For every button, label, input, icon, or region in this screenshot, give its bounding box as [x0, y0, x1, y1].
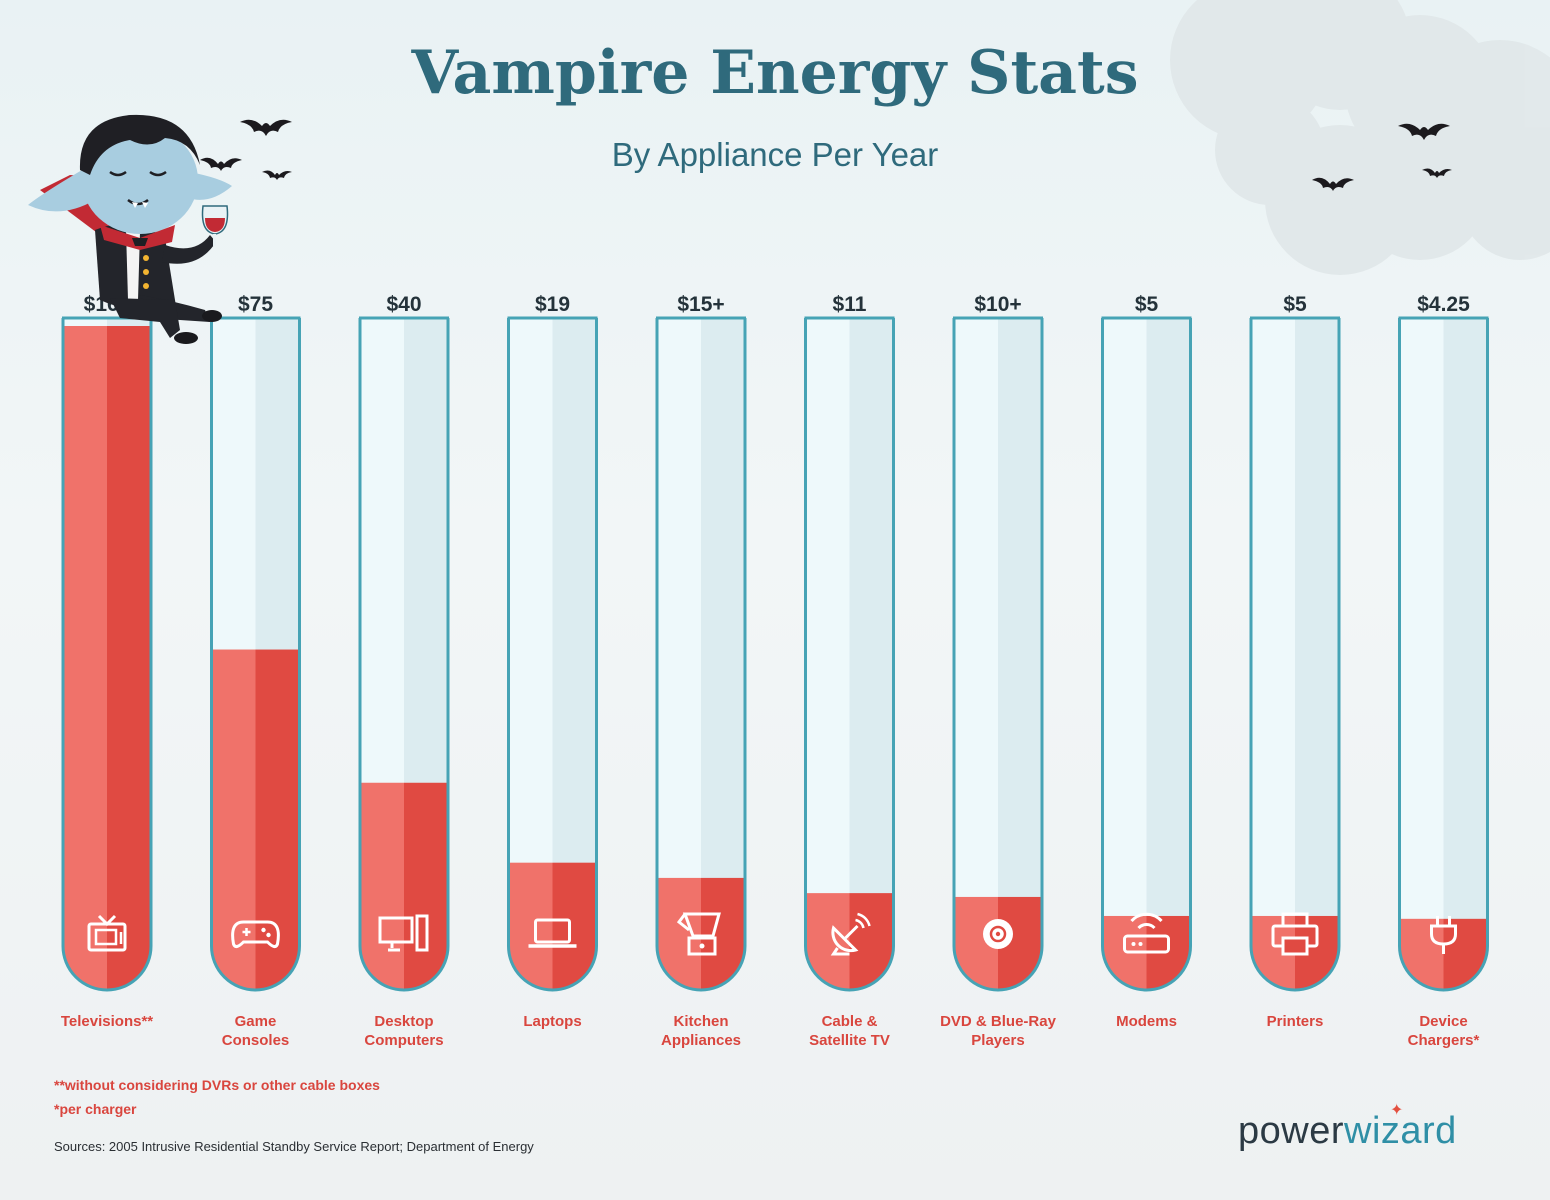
category-label: Kitchen: [673, 1013, 728, 1030]
category-label: Modems: [1116, 1013, 1177, 1030]
bar-fill-shadow: [404, 782, 448, 990]
printer-icon: [1271, 912, 1319, 956]
bat-icon: [200, 119, 1452, 191]
category-label: Televisions**: [61, 1013, 153, 1030]
bar-tube: [507, 316, 598, 992]
tube-outline: [210, 318, 301, 992]
power-wizard-logo: powerwizard: [1238, 1110, 1457, 1153]
satellite-dish-icon: [830, 912, 871, 956]
page-title: Vampire Energy Stats: [411, 38, 1139, 108]
tube-outline: [1398, 318, 1489, 992]
laptop-icon: [528, 918, 577, 948]
value-label: $10+: [974, 293, 1021, 316]
bar-tube: [1249, 316, 1341, 992]
category-label: Game: [235, 1013, 277, 1030]
tube-outline: [358, 318, 450, 992]
category-label: Printers: [1267, 1013, 1324, 1030]
category-label: DVD & Blue-Ray: [940, 1013, 1057, 1030]
bar-fill: [360, 782, 404, 990]
tube-outline: [952, 318, 1044, 992]
bar-tube: [1101, 316, 1192, 992]
value-label: $15+: [677, 293, 724, 316]
tube-shade: [1443, 318, 1488, 990]
tube-shade: [849, 318, 894, 990]
blender-icon: [676, 912, 721, 956]
category-label: Desktop: [374, 1013, 433, 1030]
bar-tube: [804, 316, 895, 992]
value-label: $40: [386, 293, 421, 316]
logo-part-wizard: wizard: [1344, 1110, 1457, 1152]
category-label: Satellite TV: [809, 1032, 890, 1049]
category-label: Computers: [364, 1032, 443, 1049]
plug-icon: [1430, 916, 1457, 954]
tube-outline: [1101, 318, 1192, 992]
category-label: Consoles: [222, 1032, 290, 1049]
tube-outline: [804, 318, 895, 992]
category-label: Players: [971, 1032, 1024, 1049]
tube-outline: [507, 318, 598, 992]
footnote-dvr: **without considering DVRs or other cabl…: [54, 1077, 380, 1093]
category-label: Laptops: [523, 1013, 581, 1030]
bar-tube: [61, 316, 153, 992]
tube-outline: [655, 318, 747, 992]
bar-tube: [210, 316, 301, 992]
bar-tube: [1398, 316, 1489, 992]
value-label: $11: [833, 293, 867, 316]
tv-icon: [87, 914, 127, 952]
value-label: $4.25: [1417, 293, 1470, 316]
disc-icon: [983, 919, 1013, 949]
category-label: Device: [1419, 1013, 1467, 1030]
tube-shade: [1295, 318, 1339, 990]
value-label: $5: [1135, 293, 1159, 316]
tube-shade: [998, 318, 1042, 990]
value-label: $19: [535, 293, 570, 316]
value-label: $75: [238, 293, 273, 316]
desktop-computer-icon: [378, 914, 429, 952]
bar-tube: [358, 316, 450, 992]
cloud-icon: [1170, 0, 1550, 275]
logo-part-power: power: [1238, 1110, 1344, 1152]
category-label: Appliances: [661, 1032, 741, 1049]
gamepad-icon: [231, 920, 280, 949]
bar-fill: [63, 326, 107, 990]
bar-tube: [655, 316, 747, 992]
sources-text: Sources: 2005 Intrusive Residential Stan…: [54, 1139, 534, 1154]
tube-outline: [1249, 318, 1341, 992]
value-label: $5: [1283, 293, 1307, 316]
category-label: Chargers*: [1408, 1032, 1480, 1049]
footnote-charger: *per charger: [54, 1101, 137, 1117]
page-subtitle: By Appliance Per Year: [611, 136, 939, 173]
tube-shade: [1146, 318, 1191, 990]
sparkle-icon: ✦: [1390, 1100, 1404, 1119]
tube-outline: [61, 318, 153, 992]
bar-fill-shadow: [107, 326, 151, 990]
router-icon: [1123, 912, 1170, 954]
category-label: Cable &: [822, 1013, 878, 1030]
